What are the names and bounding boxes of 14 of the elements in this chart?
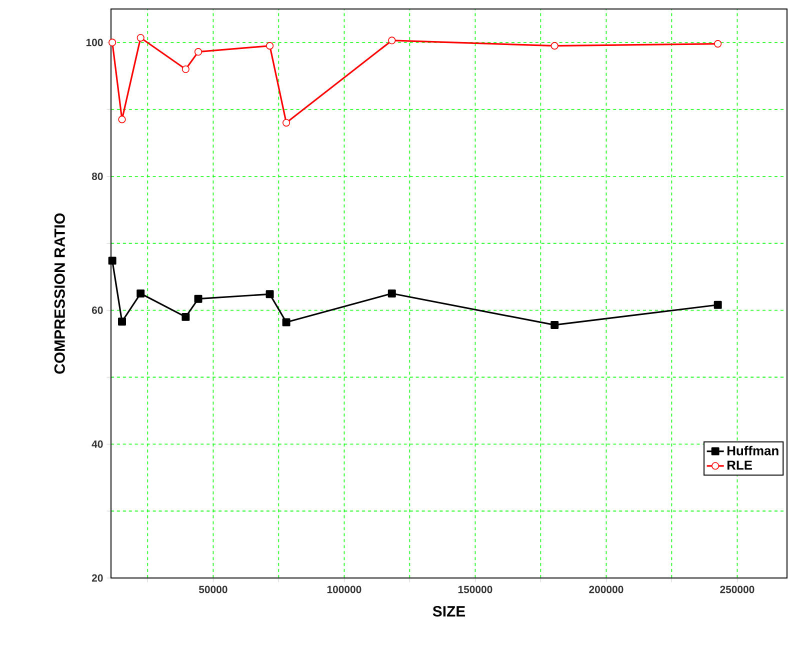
x-tick-label: 100000: [327, 586, 362, 594]
x-tick-label: 250000: [720, 586, 754, 594]
x-tick-label: 200000: [589, 586, 624, 594]
y-tick-label: 80: [92, 172, 103, 180]
x-axis-title: SIZE: [432, 606, 466, 617]
y-tick-label: 40: [92, 440, 103, 448]
x-tick-label: 50000: [198, 586, 228, 594]
x-tick-label: 150000: [458, 586, 492, 594]
y-tick-label: 100: [86, 38, 103, 46]
legend-label: RLE: [727, 460, 752, 470]
legend-label: Huffman: [727, 446, 778, 456]
y-axis-title: COMPRESSION RATIO: [54, 213, 65, 374]
y-tick-label: 60: [92, 306, 103, 314]
y-tick-label: 20: [92, 574, 103, 582]
